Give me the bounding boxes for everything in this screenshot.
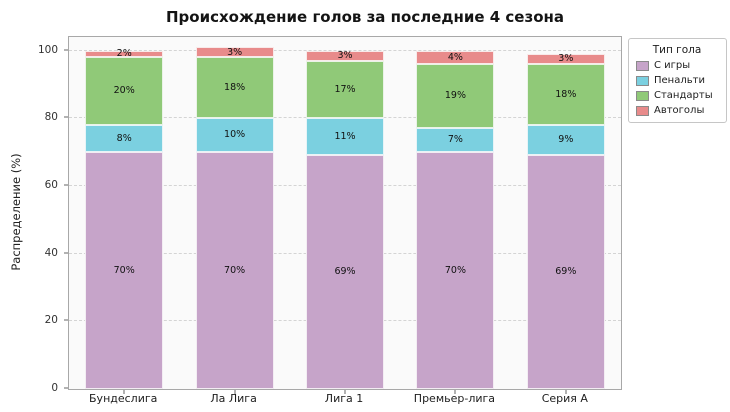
bar-segment-0: 69% [526,155,605,389]
stacked-bar: 70% 7% 19% 4% [416,37,495,389]
bar-segment-2: 18% [526,64,605,126]
legend-swatch [636,105,649,116]
y-tick-label: 40 [44,246,58,259]
legend-swatch [636,75,649,86]
segment-value-label: 70% [224,264,246,276]
bar-column: 70% 8% 20% 2% [69,37,179,389]
legend-entry: С игры [636,60,718,71]
bar-segment-3: 3% [526,53,605,65]
y-tick-label: 20 [44,314,58,327]
bar-segment-1: 8% [85,125,164,153]
legend-entry: Пенальти [636,75,718,86]
y-tick-mark [64,116,68,118]
y-tick-mark [64,387,68,389]
bar-segment-3: 3% [306,49,385,61]
bar-segment-2: 17% [306,60,385,119]
y-tick-mark [64,184,68,186]
bar-segment-0: 70% [416,152,495,389]
segment-value-label: 3% [337,49,353,61]
bar-segment-3: 4% [416,50,495,65]
bar-segment-1: 10% [195,118,274,153]
segment-value-label: 4% [447,51,463,63]
bar-segment-0: 69% [306,155,385,389]
x-tick-mark [234,390,236,394]
legend-label: Пенальти [654,75,705,86]
segment-value-label: 3% [227,46,243,58]
legend-entries: С игры Пенальти Стандарты Автоголы [636,60,718,116]
bar-segment-1: 7% [416,128,495,153]
x-tick-label: Бундеслига [89,392,158,405]
x-tick-label: Серия А [541,392,588,405]
y-tick-label: 100 [37,43,58,56]
segment-value-label: 17% [334,83,356,95]
y-axis-title: Распределение (%) [9,153,23,271]
segment-value-label: 3% [558,53,574,65]
segment-value-label: 20% [113,85,135,97]
segment-value-label: 18% [555,88,577,100]
x-tick-label: Премьер-лига [413,392,496,405]
segment-value-label: 7% [447,134,463,146]
y-tick-mark [64,252,68,254]
stacked-bar: 69% 9% 18% 3% [526,37,605,389]
y-tick-label: 0 [51,382,58,394]
x-tick-mark [454,390,456,394]
legend-entry: Стандарты [636,90,718,101]
stacked-bar: 69% 11% 17% 3% [306,37,385,389]
legend-swatch [636,60,649,71]
segment-value-label: 70% [444,264,466,276]
segment-value-label: 69% [334,266,356,278]
segment-value-label: 18% [224,82,246,94]
bar-column: 70% 7% 19% 4% [400,37,510,389]
segment-value-label: 19% [444,90,466,102]
segment-value-label: 70% [113,264,135,276]
bar-segment-3: 2% [85,48,164,60]
bar-segment-2: 19% [416,64,495,129]
x-tick-mark [565,390,567,394]
segment-value-label: 8% [116,132,132,144]
bar-column: 69% 11% 17% 3% [290,37,400,389]
segment-value-label: 69% [555,266,577,278]
bar-segment-1: 11% [306,118,385,156]
legend-label: Стандарты [654,90,713,101]
legend-title: Тип гола [652,44,702,56]
stacked-bar: 70% 8% 20% 2% [85,37,164,389]
segment-value-label: 9% [558,134,574,146]
x-tick-label: Ла Лига [210,392,257,405]
legend-swatch [636,90,649,101]
legend-label: Автоголы [654,105,705,116]
y-tick-label: 80 [44,111,58,124]
bar-segment-1: 9% [526,125,605,156]
bar-segment-3: 3% [195,46,274,58]
y-axis: 0 20 40 60 80 100 [28,36,68,394]
segment-value-label: 10% [224,129,246,141]
segment-value-label: 2% [116,48,132,60]
legend-label: С игры [654,60,691,71]
bar-segment-2: 18% [195,57,274,119]
bar-segment-2: 20% [85,57,164,126]
bar-segment-0: 70% [85,152,164,389]
x-tick-label: Лига 1 [324,392,364,405]
bar-segment-0: 70% [195,152,274,389]
bar-column: 70% 10% 18% 3% [179,37,289,389]
legend: Тип гола С игры Пенальти Стандарты Автоголы [628,38,727,123]
y-tick-mark [64,49,68,51]
x-tick-mark [344,390,346,394]
legend-entry: Автоголы [636,105,718,116]
plot-area: 70% 8% 20% 2% 70% 10% 18% 3% 69% 11% 17% 3% 70% 7% 19%… [68,36,622,394]
x-tick-mark [123,390,125,394]
x-axis-labels: Бундеслига Ла Лига Лига 1 Премьер-лига Серия… [68,392,620,405]
y-tick-label: 60 [44,178,58,191]
bars: 70% 8% 20% 2% 70% 10% 18% 3% 69% 11% 17% 3% 70% 7% 19%… [69,37,621,389]
bar-column: 69% 9% 18% 3% [511,37,621,389]
gridline [69,49,621,51]
chart-title: Происхождение голов за последние 4 сезон… [165,8,564,26]
segment-value-label: 11% [334,131,356,143]
stacked-bar: 70% 10% 18% 3% [195,37,274,389]
y-tick-mark [64,319,68,321]
